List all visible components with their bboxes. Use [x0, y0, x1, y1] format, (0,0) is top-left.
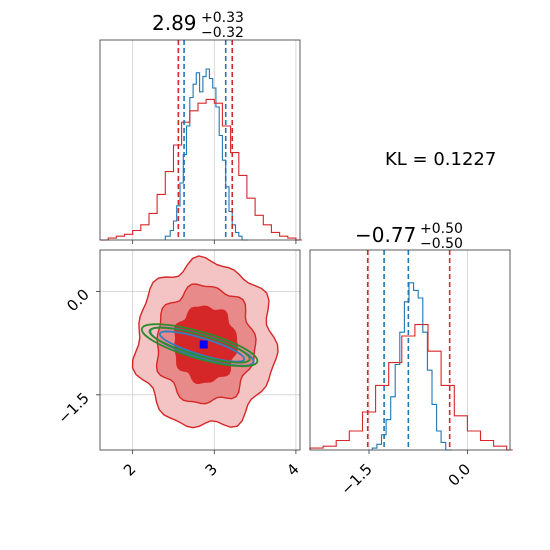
panel-top-left: 2.89 +0.33 −0.32 [99, 10, 302, 244]
panel-bottom-right: −1.5 0.0 −0.77 +0.50 −0.50 [309, 221, 513, 499]
panel-bottom-left: 2 3 4 −1.5 0.0 [54, 249, 303, 480]
tl-grid [132, 40, 297, 240]
bl-xtick-label-0: 2 [120, 460, 139, 479]
tl-hist-series-1 [100, 98, 302, 241]
br-title-lower: −0.50 [420, 236, 463, 252]
br-frame [309, 249, 511, 451]
tl-frame [99, 39, 301, 241]
br-title-value: −0.77 [355, 223, 416, 247]
tl-title-value: 2.89 [152, 11, 197, 35]
bl-ellipse-3 [148, 326, 251, 364]
bl-truth-marker [199, 340, 208, 349]
br-title: −0.77 +0.50 −0.50 [355, 221, 463, 252]
tl-title-upper: +0.33 [201, 10, 244, 26]
tl-hist-series-0 [164, 68, 249, 241]
bl-contours [131, 255, 279, 429]
tl-ticks [132, 240, 297, 244]
br-ticks: −1.5 0.0 [337, 450, 474, 499]
kl-annotation: KL = 0.1227 [385, 149, 496, 170]
tl-quantile-lines [177, 40, 234, 240]
bl-ellipse-2 [140, 323, 259, 368]
br-title-upper: +0.50 [420, 221, 463, 237]
br-xtick-label-1: 0.0 [445, 460, 475, 490]
br-xtick-label-0: −1.5 [337, 460, 375, 498]
tl-title: 2.89 +0.33 −0.32 [152, 10, 244, 41]
bl-xtick-label-1: 3 [202, 460, 221, 479]
bl-ytick-label-0: −1.5 [54, 389, 92, 427]
tl-title-lower: −0.32 [201, 25, 244, 41]
tl-histogram [100, 68, 302, 241]
bl-xtick-label-2: 4 [283, 460, 302, 479]
br-histogram [309, 282, 513, 451]
br-hist-series-0 [371, 282, 452, 451]
br-quantile-lines [366, 250, 451, 450]
bl-frame [99, 249, 301, 451]
br-hist-series-1 [309, 324, 513, 451]
bl-ytick-label-1: 0.0 [63, 285, 93, 315]
bl-ellipse-1 [158, 330, 246, 363]
